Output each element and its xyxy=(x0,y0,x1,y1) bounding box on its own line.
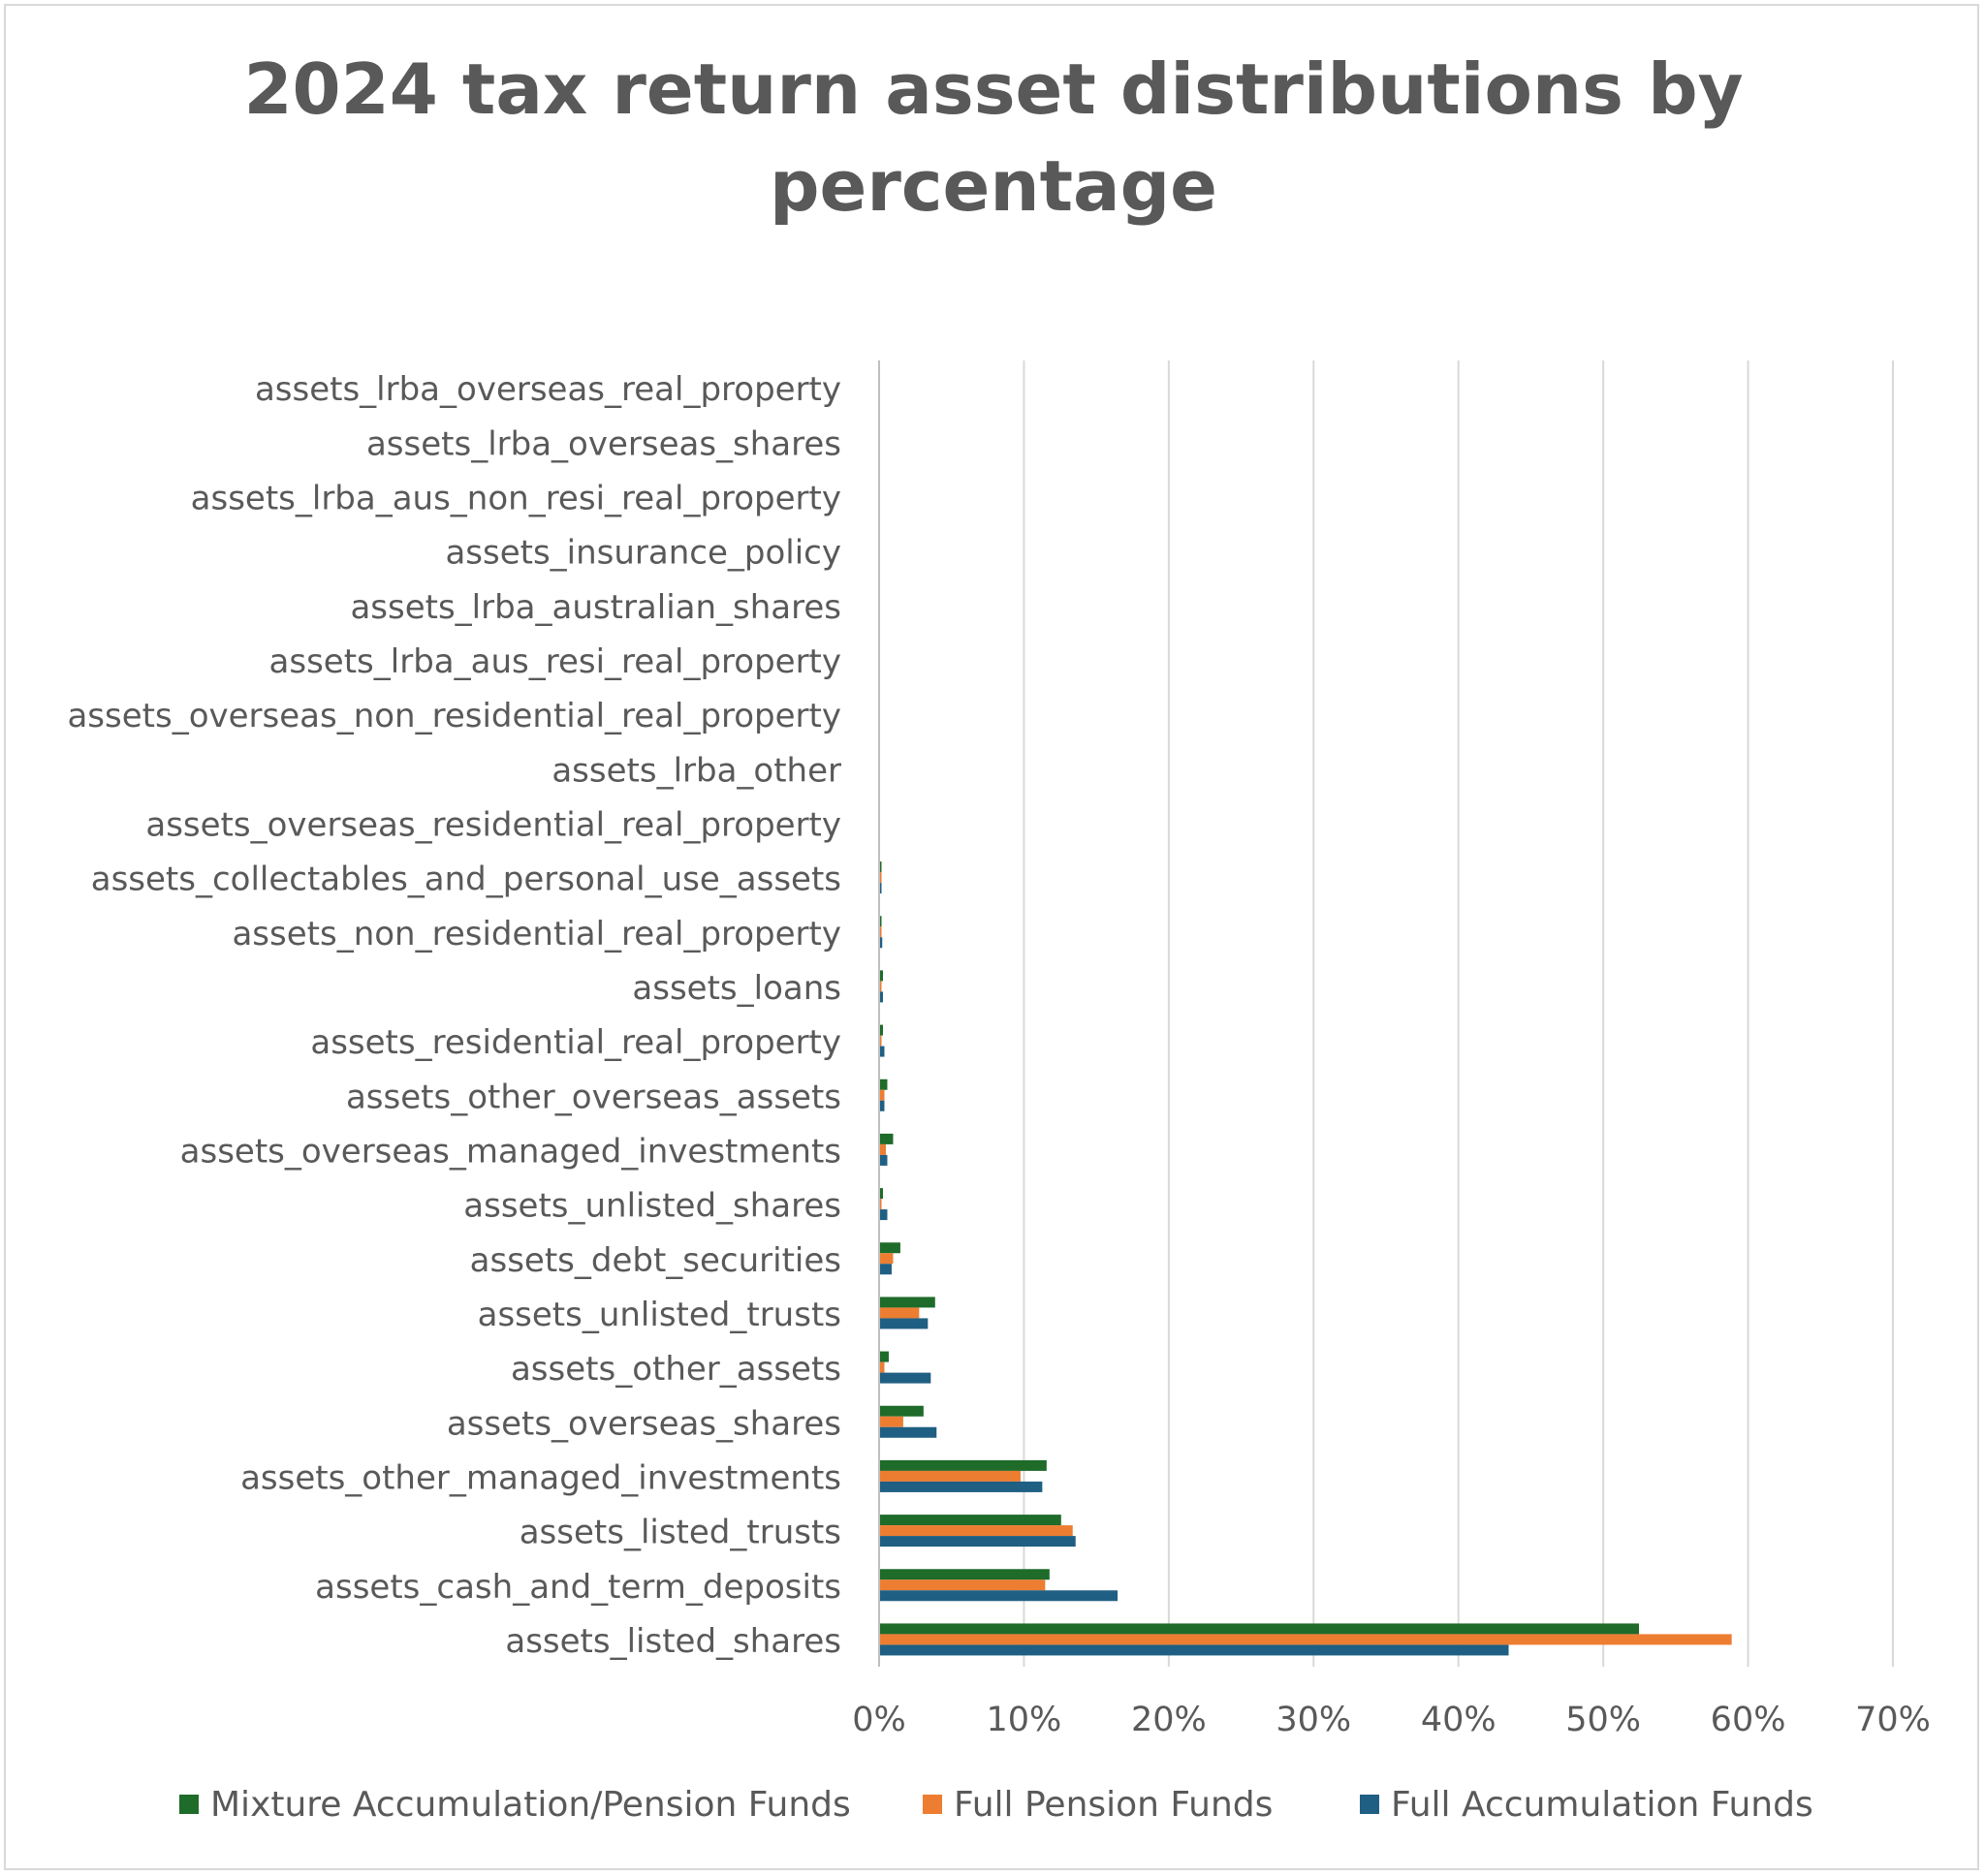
gridlines xyxy=(878,360,1894,1667)
legend-item: Mixture Accumulation/Pension Funds xyxy=(179,1775,851,1833)
bar-full-accumulation xyxy=(880,1318,929,1329)
bar-mixture xyxy=(880,1351,889,1362)
category-label: assets_overseas_residential_real_propert… xyxy=(145,805,841,844)
bar-full-pension xyxy=(880,872,882,884)
bar-full-pension xyxy=(880,1199,882,1210)
bar-full-accumulation xyxy=(880,991,883,1003)
category-label: assets_overseas_managed_investments xyxy=(180,1132,841,1171)
bar-mixture xyxy=(880,1133,894,1144)
bar-full-pension xyxy=(880,1307,920,1319)
x-tick-label: 50% xyxy=(1565,1701,1641,1739)
bar-mixture xyxy=(880,1405,924,1417)
bar-mixture xyxy=(880,1188,883,1200)
bar-mixture xyxy=(880,1242,900,1254)
category-label: assets_lrba_aus_resi_real_property xyxy=(269,642,841,681)
category-label: assets_lrba_australian_shares xyxy=(350,588,841,627)
x-tick-label: 70% xyxy=(1855,1701,1931,1739)
category-label: assets_overseas_non_residential_real_pro… xyxy=(67,697,841,735)
bar-full-pension xyxy=(880,1253,894,1265)
category-label: assets_overseas_shares xyxy=(447,1404,841,1443)
bar-mixture xyxy=(880,861,882,873)
bar-full-accumulation xyxy=(880,1426,937,1438)
category-label: assets_unlisted_trusts xyxy=(478,1296,841,1334)
bar-full-accumulation xyxy=(880,1154,888,1166)
legend-label: Mixture Accumulation/Pension Funds xyxy=(210,1784,851,1825)
category-label: assets_cash_and_term_deposits xyxy=(315,1568,841,1607)
category-label: assets_insurance_policy xyxy=(445,534,841,573)
category-label: assets_lrba_aus_non_resi_real_property xyxy=(191,479,841,517)
bar-full-pension xyxy=(880,1579,1046,1591)
x-tick-label: 60% xyxy=(1711,1701,1786,1739)
bar-full-accumulation xyxy=(880,1209,888,1221)
bar-full-accumulation xyxy=(880,1372,931,1384)
category-labels: assets_lrba_overseas_real_propertyassets… xyxy=(67,370,841,1661)
category-label: assets_collectables_and_personal_use_ass… xyxy=(91,860,841,899)
bar-full-pension xyxy=(880,1634,1732,1645)
x-tick-labels: 0% 10% 20% 30% 40% 50% 60% 70% xyxy=(852,1701,1931,1739)
bar-mixture xyxy=(880,1569,1050,1580)
bar-mixture xyxy=(880,1623,1640,1635)
bar-full-accumulation xyxy=(880,1100,885,1111)
bar-mixture xyxy=(880,916,882,927)
category-label: assets_other_overseas_assets xyxy=(346,1078,841,1116)
legend: Mixture Accumulation/Pension Funds Full P… xyxy=(0,1775,1985,1833)
bar-full-accumulation xyxy=(880,937,883,949)
category-label: assets_other_assets xyxy=(511,1350,841,1389)
bar-mixture xyxy=(880,970,883,982)
bar-full-pension xyxy=(880,981,882,992)
category-label: assets_debt_securities xyxy=(470,1241,841,1280)
bar-mixture xyxy=(880,1459,1047,1471)
bar-full-pension xyxy=(880,1089,885,1101)
bar-full-pension xyxy=(880,1035,882,1047)
bar-full-accumulation xyxy=(880,1590,1119,1602)
category-label: assets_non_residential_real_property xyxy=(232,915,841,954)
category-label: assets_residential_real_property xyxy=(310,1023,841,1062)
legend-swatch xyxy=(179,1795,199,1814)
chart-title: 2024 tax return asset distributions by p… xyxy=(243,48,1744,227)
bar-mixture xyxy=(880,1024,883,1036)
bar-full-pension xyxy=(880,1361,885,1373)
bar-full-pension xyxy=(880,926,882,938)
legend-swatch xyxy=(923,1795,942,1814)
x-tick-label: 40% xyxy=(1421,1701,1497,1739)
category-label: assets_lrba_other xyxy=(551,751,841,790)
category-label: assets_other_managed_investments xyxy=(240,1458,841,1497)
bar-full-accumulation xyxy=(880,1264,892,1275)
bar-full-pension xyxy=(880,1470,1021,1482)
legend-label: Full Pension Funds xyxy=(954,1784,1274,1825)
bar-full-pension xyxy=(880,1416,903,1427)
bar-full-accumulation xyxy=(880,883,882,894)
category-label: assets_unlisted_shares xyxy=(463,1187,841,1226)
bar-mixture xyxy=(880,1079,888,1090)
bar-full-accumulation xyxy=(880,1046,885,1057)
category-label: assets_listed_shares xyxy=(505,1622,841,1661)
chart-frame xyxy=(4,4,1979,1870)
bar-mixture xyxy=(880,1297,935,1308)
bars xyxy=(880,861,1732,1656)
x-tick-label: 10% xyxy=(987,1701,1062,1739)
x-tick-label: 20% xyxy=(1131,1701,1207,1739)
category-label: assets_lrba_overseas_shares xyxy=(366,424,841,463)
category-label: assets_listed_trusts xyxy=(520,1514,841,1552)
legend-swatch xyxy=(1360,1795,1379,1814)
bar-full-pension xyxy=(880,1525,1073,1537)
category-label: assets_loans xyxy=(632,969,841,1008)
legend-item: Full Pension Funds xyxy=(923,1775,1273,1833)
legend-label: Full Accumulation Funds xyxy=(1391,1784,1813,1825)
bar-full-accumulation xyxy=(880,1481,1043,1492)
x-tick-label: 30% xyxy=(1276,1701,1351,1739)
x-tick-label: 0% xyxy=(852,1701,906,1739)
legend-item: Full Accumulation Funds xyxy=(1360,1775,1813,1833)
bar-full-accumulation xyxy=(880,1536,1076,1548)
bar-full-accumulation xyxy=(880,1644,1509,1656)
bar-full-pension xyxy=(880,1143,886,1155)
category-label: assets_lrba_overseas_real_property xyxy=(255,370,841,409)
bar-mixture xyxy=(880,1515,1061,1526)
